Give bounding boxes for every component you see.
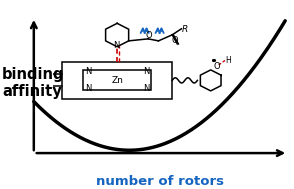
Text: number of rotors: number of rotors	[96, 175, 224, 188]
Text: N: N	[85, 67, 91, 76]
Text: R: R	[182, 25, 188, 34]
Text: O: O	[145, 31, 152, 40]
Text: O: O	[172, 36, 178, 45]
Text: binding
affinity: binding affinity	[1, 67, 64, 99]
Text: N: N	[85, 84, 91, 93]
Text: O: O	[214, 62, 220, 71]
Text: Zn: Zn	[111, 76, 123, 85]
Text: N: N	[113, 41, 119, 50]
Text: H: H	[225, 56, 231, 65]
Text: N: N	[143, 84, 149, 93]
Text: N: N	[143, 67, 149, 76]
